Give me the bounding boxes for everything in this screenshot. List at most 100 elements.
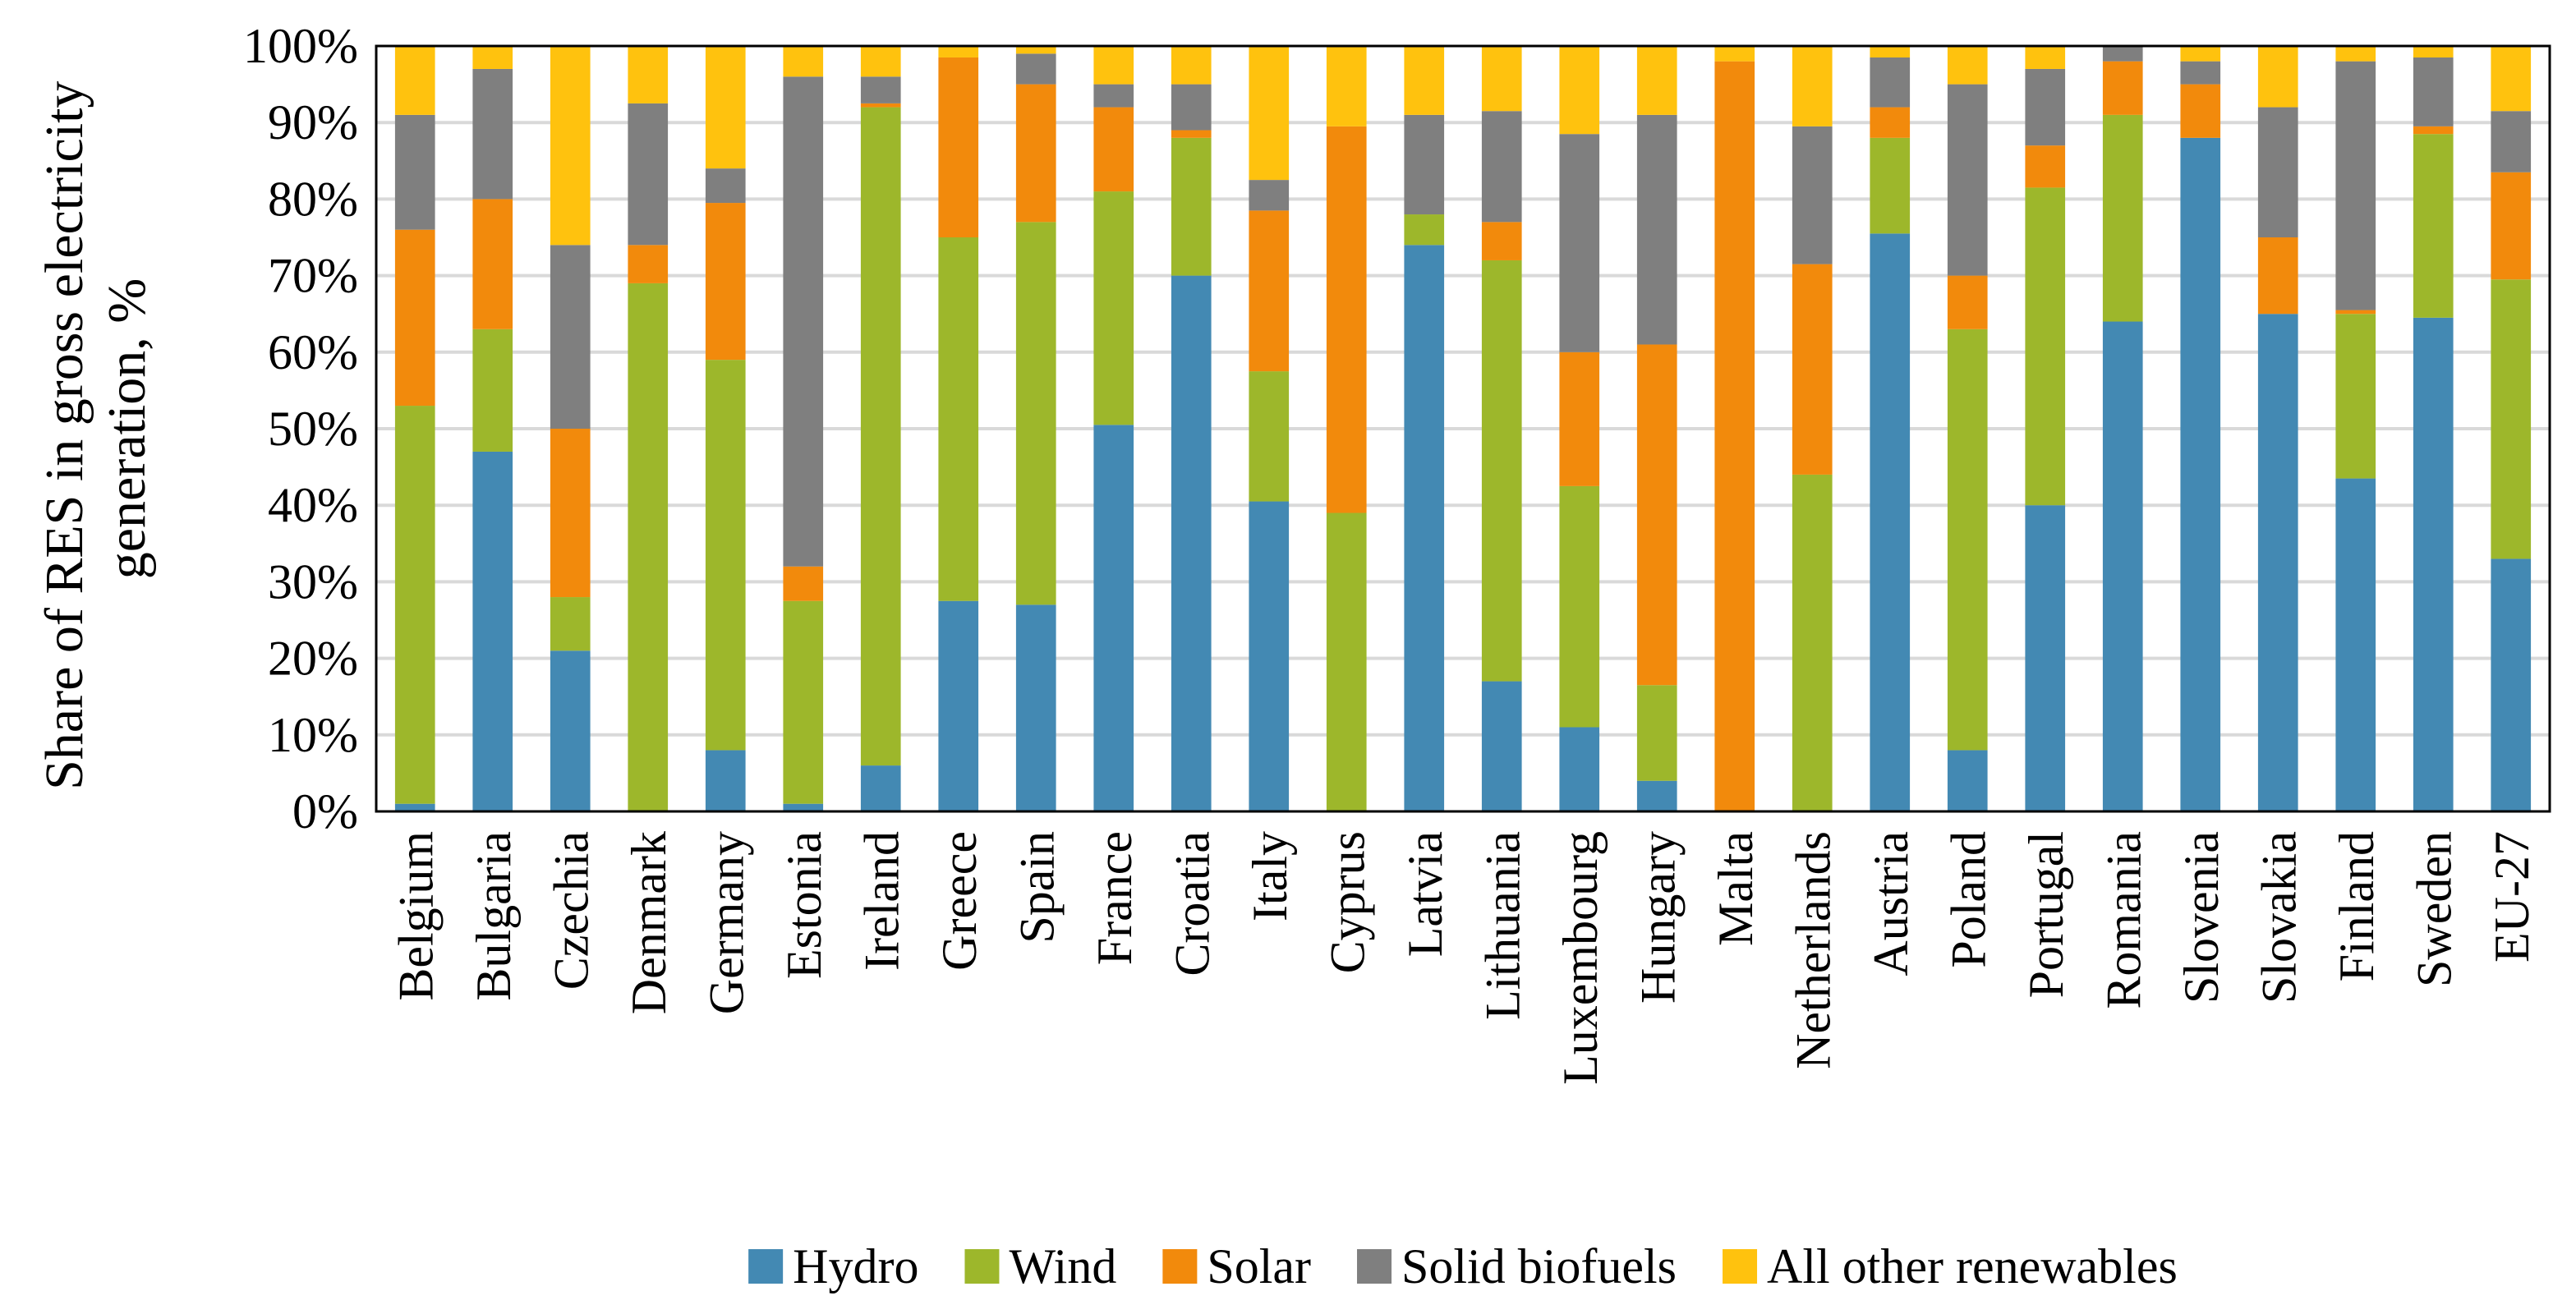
bar-segment-solid-biofuels xyxy=(860,76,901,103)
bar-segment-all-other-renewables xyxy=(1015,46,1056,54)
bar-segment-solar xyxy=(1171,130,1212,138)
bar-segment-wind xyxy=(938,237,979,601)
bar-segment-hydro xyxy=(1636,780,1677,811)
bar-segment-solar xyxy=(1792,264,1833,475)
bar-segment-solid-biofuels xyxy=(1636,114,1677,345)
x-tick-label: Czechia xyxy=(544,831,598,990)
legend-swatch xyxy=(748,1249,784,1284)
bar-segment-solar xyxy=(1947,275,1988,329)
x-axis-tick-labels: Belgium Bulgaria Czechia Denmark Germany Esto… xyxy=(389,831,2539,1085)
y-tick-label: 100% xyxy=(243,19,358,73)
bar-segment-solid-biofuels xyxy=(2180,61,2221,85)
bar-segment-wind xyxy=(2025,187,2066,506)
bar-segment-all-other-renewables xyxy=(938,46,979,57)
bar-segment-all-other-renewables xyxy=(1093,46,1134,85)
x-tick-label: Bulgaria xyxy=(467,831,521,1001)
bar-segment-solar xyxy=(1093,107,1134,192)
bar-segment-wind xyxy=(1326,512,1367,811)
bar-segment-solid-biofuels xyxy=(628,103,669,246)
bar-segment-hydro xyxy=(2257,314,2298,811)
bar-segment-hydro xyxy=(2102,321,2143,811)
bar-segment-all-other-renewables xyxy=(1559,46,1600,135)
x-tick-label: Germany xyxy=(699,831,753,1014)
plot-frame xyxy=(375,44,2551,813)
bar-segment-all-other-renewables xyxy=(705,46,746,169)
legend-label: Hydro xyxy=(793,1239,918,1294)
x-tick-label: EU-27 xyxy=(2485,831,2539,963)
x-tick-label: Ireland xyxy=(854,831,908,971)
bar-segment-solar xyxy=(1559,352,1600,486)
bar-segment-wind xyxy=(1636,685,1677,781)
bar-segment-hydro xyxy=(2413,317,2454,811)
x-tick-label: Hungary xyxy=(1631,831,1685,1004)
bar-segment-wind xyxy=(1481,260,1522,682)
bar-segment-solid-biofuels xyxy=(2102,46,2143,62)
bar-segment-wind xyxy=(628,283,669,811)
x-tick-label: Malta xyxy=(1709,831,1763,946)
y-tick-label: 70% xyxy=(268,249,358,303)
bar-segment-all-other-renewables xyxy=(2413,46,2454,57)
bar-segment-all-other-renewables xyxy=(1792,46,1833,126)
bar-segment-solar xyxy=(628,245,669,283)
bar-segment-all-other-renewables xyxy=(1714,46,1755,62)
bar-segment-hydro xyxy=(2180,137,2221,812)
bar-segment-wind xyxy=(394,406,435,804)
bar-segment-solar xyxy=(1636,344,1677,686)
bar-segment-solid-biofuels xyxy=(1015,53,1056,85)
bar-segment-all-other-renewables xyxy=(2491,46,2532,112)
bar-segment-all-other-renewables xyxy=(1636,46,1677,115)
bar-segment-hydro xyxy=(2491,558,2532,811)
x-tick-label: Romania xyxy=(2096,831,2150,1009)
bar-segment-all-other-renewables xyxy=(2257,46,2298,108)
bar-segment-wind xyxy=(2335,314,2376,479)
bar-segment-all-other-renewables xyxy=(1326,46,1367,126)
legend-label: All other renewables xyxy=(1767,1239,2178,1294)
bar-segment-all-other-renewables xyxy=(2025,46,2066,69)
x-tick-label: Belgium xyxy=(389,831,443,1001)
bar-segment-hydro xyxy=(860,765,901,811)
bar-segment-wind xyxy=(472,329,513,452)
bar-segment-solar xyxy=(1249,210,1290,372)
legend-swatch xyxy=(1162,1249,1198,1284)
bar-segment-wind xyxy=(2491,279,2532,559)
bar-segment-solar xyxy=(2491,172,2532,280)
legend-label: Wind xyxy=(1009,1239,1116,1294)
bar-segment-all-other-renewables xyxy=(2335,46,2376,62)
bar-segment-solar xyxy=(2180,84,2221,138)
bar-segment-solid-biofuels xyxy=(1171,84,1212,131)
bar-segment-solar xyxy=(2025,145,2066,188)
x-tick-label: Latvia xyxy=(1398,831,1452,957)
bar-segment-solid-biofuels xyxy=(783,76,824,567)
x-tick-label: Cyprus xyxy=(1320,831,1374,973)
bar-segment-hydro xyxy=(550,650,591,811)
x-tick-label: Austria xyxy=(1864,831,1918,976)
bar-segment-wind xyxy=(783,600,824,804)
x-tick-label: Greece xyxy=(932,831,987,971)
x-tick-label: France xyxy=(1088,831,1142,965)
bar-segment-wind xyxy=(1559,485,1600,728)
bar-segment-all-other-renewables xyxy=(1249,46,1290,181)
legend-swatch xyxy=(964,1249,1000,1284)
bar-segment-solid-biofuels xyxy=(472,68,513,200)
x-tick-label: Luxembourg xyxy=(1553,831,1608,1085)
bar-segment-solar xyxy=(1714,61,1755,811)
bar-segment-hydro xyxy=(1481,681,1522,811)
bar-segment-solar xyxy=(1326,126,1367,513)
bar-segment-solid-biofuels xyxy=(1870,57,1911,108)
y-axis-title-line-2: generation, % xyxy=(97,278,157,580)
bar-segment-solar xyxy=(2335,310,2376,315)
x-tick-label: Finland xyxy=(2330,831,2384,981)
x-tick-label: Slovakia xyxy=(2252,831,2306,1004)
bar-segment-solid-biofuels xyxy=(394,114,435,230)
bar-segment-all-other-renewables xyxy=(394,46,435,115)
y-axis-title-line-1: Share of RES in gross electricity xyxy=(34,81,94,790)
bar-segment-hydro xyxy=(705,750,746,811)
y-tick-label: 50% xyxy=(268,402,358,456)
y-tick-label: 60% xyxy=(268,325,358,379)
bar-segment-solar xyxy=(783,566,824,601)
bar-segment-all-other-renewables xyxy=(1947,46,1988,85)
bar-segment-solid-biofuels xyxy=(2335,61,2376,310)
bar-segment-wind xyxy=(1015,222,1056,605)
y-tick-label: 40% xyxy=(268,478,358,532)
